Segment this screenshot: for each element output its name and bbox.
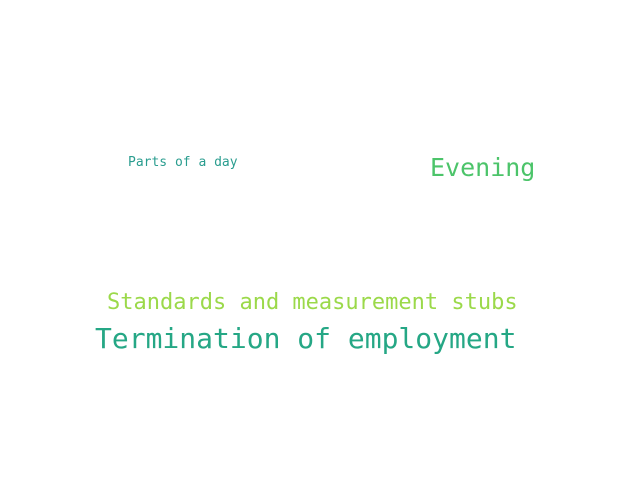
word-termination-of-employment: Termination of employment	[95, 322, 517, 355]
word-evening: Evening	[430, 153, 536, 182]
word-parts-of-a-day: Parts of a day	[128, 155, 238, 170]
word-standards-and-measurement-stubs: Standards and measurement stubs	[107, 290, 518, 315]
